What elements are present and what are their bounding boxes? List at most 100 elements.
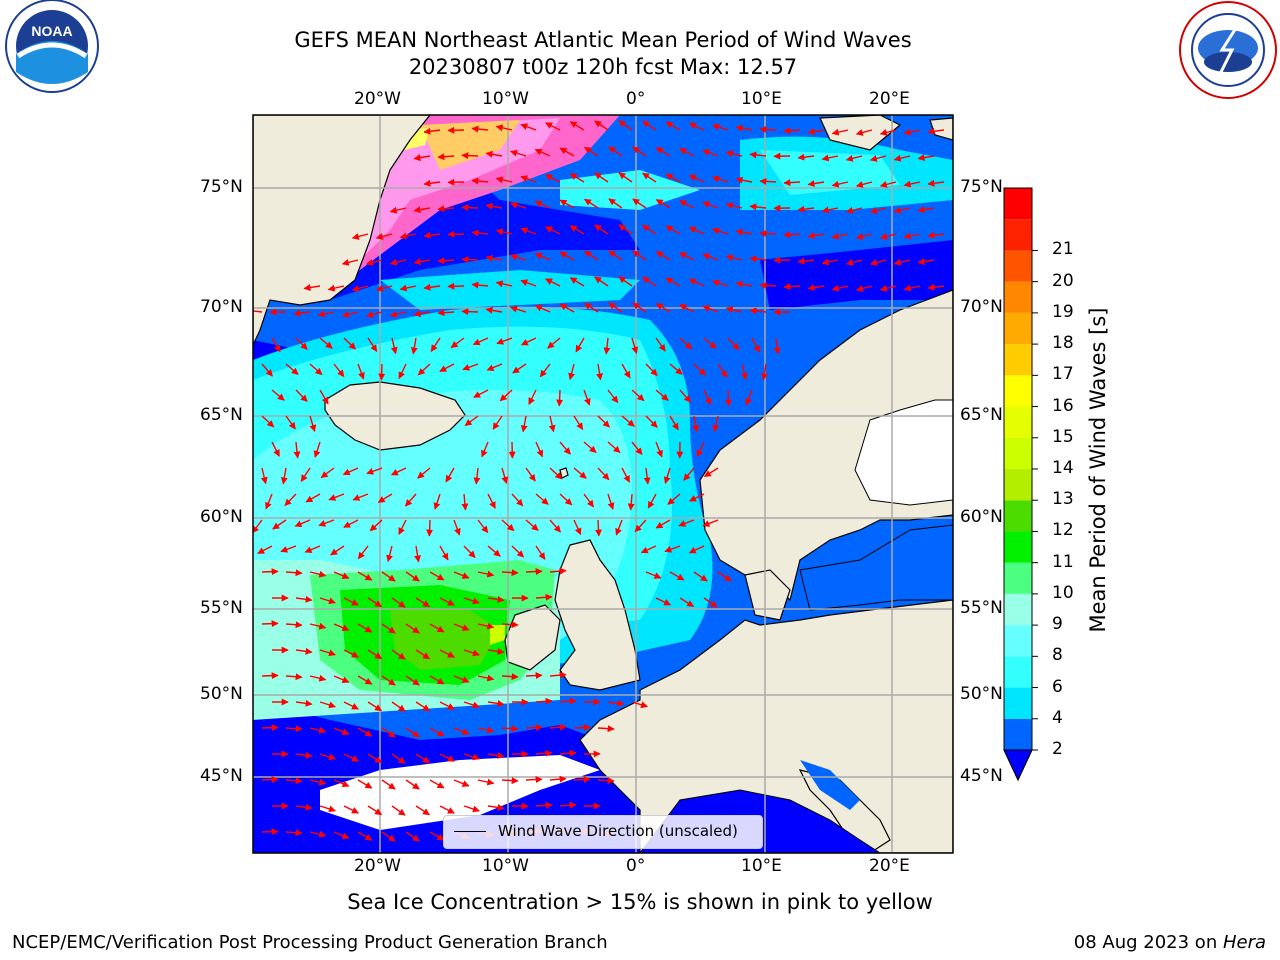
wave-direction-arrow: [688, 174, 705, 183]
colorbar-segment: [1004, 562, 1032, 594]
wave-direction-arrow: [642, 120, 657, 131]
wave-direction-arrow: [549, 775, 567, 783]
wave-direction-arrow: [390, 467, 407, 476]
wave-direction-arrow: [679, 337, 693, 350]
wave-direction-arrow: [333, 571, 350, 579]
wave-direction-arrow: [545, 174, 561, 183]
wave-direction-arrow: [377, 493, 393, 503]
wave-direction-arrow: [280, 467, 288, 485]
colorbar-tick-label: 8: [1052, 645, 1063, 666]
wave-direction-arrow: [413, 258, 431, 266]
svg-text:NOAA: NOAA: [31, 23, 72, 39]
wave-direction-arrow: [669, 363, 683, 375]
wave-direction-arrow: [575, 337, 585, 353]
wave-direction-arrow: [893, 258, 911, 266]
colorbar-tick-label: 14: [1052, 458, 1074, 478]
wave-direction-arrow: [391, 701, 406, 712]
wave-direction-arrow: [549, 519, 562, 533]
wave-direction-arrow: [927, 179, 945, 187]
colorbar-tick-label: 10: [1052, 582, 1074, 603]
wave-direction-arrow: [309, 415, 317, 432]
wave-direction-arrow: [284, 493, 297, 507]
wave-direction-arrow: [797, 153, 815, 161]
wave-direction-arrow: [749, 151, 767, 159]
wave-direction-arrow: [645, 571, 662, 579]
wave-direction-arrow: [584, 250, 599, 261]
noaa-logo: NOAA: [5, 0, 99, 93]
wave-direction-arrow: [477, 674, 495, 682]
wave-direction-arrow: [632, 302, 647, 313]
wave-direction-arrow: [547, 337, 561, 349]
wave-direction-arrow: [477, 570, 495, 578]
wave-direction-arrow: [510, 201, 527, 209]
lon-tick-top-20e: 20°E: [869, 89, 910, 109]
wave-direction-arrow: [783, 127, 801, 135]
wave-direction-arrow: [512, 363, 527, 374]
wave-direction-arrow: [398, 519, 407, 535]
wave-direction-arrow: [559, 147, 575, 157]
wave-direction-arrow: [437, 257, 455, 265]
wave-direction-arrow: [415, 649, 431, 660]
wave-direction-arrow: [328, 493, 345, 501]
wave-direction-arrow: [584, 146, 599, 157]
wave-direction-arrow: [688, 545, 705, 554]
wave-direction-arrow: [549, 671, 567, 679]
wave-direction-arrow: [486, 363, 503, 371]
wave-direction-arrow: [664, 545, 681, 553]
wave-direction-arrow: [404, 493, 417, 507]
wave-direction-arrow: [525, 519, 539, 531]
wave-direction-arrow: [366, 467, 383, 475]
wave-direction-arrow: [807, 180, 825, 188]
wave-direction-arrow: [665, 277, 681, 287]
colorbar-segment: [1004, 437, 1032, 469]
wave-direction-arrow: [351, 285, 369, 292]
wave-direction-arrow: [492, 415, 503, 430]
wave-direction-arrow: [439, 805, 455, 814]
wave-direction-arrow: [391, 753, 406, 764]
wave-direction-arrow: [608, 250, 623, 261]
wave-direction-arrow: [319, 597, 336, 605]
wave-direction-arrow: [429, 571, 445, 581]
wave-direction-arrow: [293, 309, 311, 317]
wave-direction-arrow: [381, 623, 396, 634]
wave-direction-arrow: [759, 125, 777, 133]
wave-direction-arrow: [645, 363, 658, 376]
wave-direction-arrow: [573, 467, 587, 479]
wave-direction-arrow: [295, 751, 313, 759]
wave-direction-arrow: [683, 467, 695, 481]
wave-direction-arrow: [735, 228, 753, 236]
wave-direction-arrow: [333, 727, 350, 735]
wave-direction-arrow: [594, 224, 609, 235]
wave-direction-arrow: [343, 519, 359, 528]
wave-direction-arrow: [903, 128, 921, 136]
wave-direction-arrow: [305, 493, 321, 503]
wave-direction-arrow: [405, 727, 420, 738]
wave-direction-arrow: [584, 198, 599, 209]
wave-direction-arrow: [594, 172, 609, 183]
wave-direction-arrow: [343, 649, 359, 658]
wave-direction-arrow: [534, 304, 551, 313]
wave-direction-arrow: [665, 173, 681, 183]
wave-direction-arrow: [845, 207, 863, 214]
wave-direction-arrow: [717, 571, 732, 582]
wave-direction-arrow: [583, 389, 591, 406]
wave-direction-arrow: [487, 699, 505, 707]
wave-direction-arrow: [655, 199, 671, 209]
wave-direction-arrow: [712, 123, 729, 131]
wave-direction-arrow: [525, 724, 543, 732]
wave-direction-arrow: [903, 284, 921, 292]
lat-tick-left-50n: 50°N: [200, 684, 243, 704]
wave-direction-arrow: [357, 571, 373, 581]
wave-direction-arrow: [559, 749, 577, 757]
wave-direction-arrow: [679, 389, 692, 403]
wave-direction-arrow: [453, 571, 470, 579]
wave-direction-arrow: [319, 389, 329, 405]
wave-direction-arrow: [917, 206, 935, 214]
wave-direction-arrow: [463, 649, 480, 657]
wave-direction-arrow: [471, 125, 489, 133]
wave-direction-arrow: [520, 337, 537, 346]
wave-direction-arrow: [831, 180, 849, 188]
wave-direction-arrow: [415, 701, 431, 712]
wave-direction-arrow: [679, 200, 695, 209]
wave-direction-arrow: [309, 674, 327, 682]
